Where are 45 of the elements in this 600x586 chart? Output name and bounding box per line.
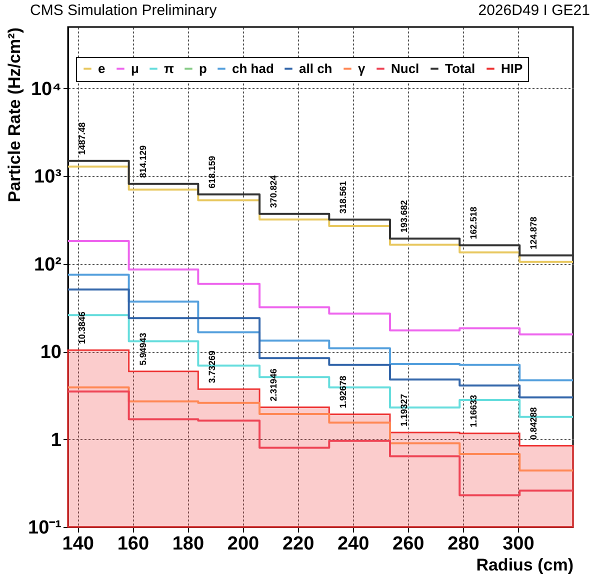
data-label: 0.84288 [528, 407, 539, 440]
x-tick-label: 280 [448, 534, 480, 554]
y-tick-label: 1 [50, 430, 62, 451]
data-label: 2.31946 [268, 368, 279, 402]
legend-label: γ [358, 60, 366, 76]
x-tick-label: 220 [282, 534, 314, 554]
data-label: 3.73269 [207, 350, 218, 384]
legend-label: Total [445, 60, 476, 76]
legend-label: e [98, 60, 106, 76]
legend-label: Nucl [391, 60, 420, 76]
x-tick-label: 260 [392, 534, 424, 554]
data-label: 193.682 [398, 200, 409, 233]
x-axis-title: Radius (cm) [476, 556, 574, 574]
legend-label: all ch [299, 60, 332, 76]
chart-title: CMS Simulation Preliminary [30, 2, 217, 21]
y-tick-label: 10² [34, 254, 62, 276]
x-tick-label: 240 [337, 534, 370, 554]
legend-label: ch had [232, 60, 274, 76]
data-label: 1487.48 [77, 122, 87, 155]
legend-label: p [199, 60, 207, 76]
data-label: 162.518 [468, 206, 479, 240]
y-axis-title: Particle Rate (Hz/cm²) [5, 28, 24, 202]
data-label: 5.94943 [138, 332, 148, 366]
y-tick-label: 10⁴ [30, 78, 62, 100]
data-label: 1.16633 [468, 394, 479, 428]
legend-label: π [164, 60, 174, 76]
data-label: 1.92678 [338, 376, 348, 408]
legend-label: μ [131, 60, 139, 76]
x-tick-label: 200 [227, 534, 260, 554]
data-label: 10.3846 [77, 312, 87, 344]
x-tick-label: 180 [172, 534, 204, 554]
y-tick-label: 10 [40, 342, 62, 364]
data-label: 814.129 [138, 145, 148, 178]
data-label: 318.561 [338, 181, 348, 214]
data-label: 124.878 [528, 216, 539, 250]
data-label: 618.159 [207, 156, 218, 188]
x-tick-label: 300 [502, 534, 534, 554]
chart-subtitle: 2026D49 I GE21 [478, 2, 590, 21]
legend-label: HIP [501, 60, 523, 76]
data-label: 1.19327 [398, 394, 409, 427]
y-tick-label: 10⁻¹ [28, 518, 62, 538]
y-tick-label: 10³ [34, 166, 62, 188]
x-tick-label: 140 [62, 534, 94, 554]
data-label: 370.824 [268, 175, 279, 208]
x-tick-label: 160 [117, 534, 150, 554]
